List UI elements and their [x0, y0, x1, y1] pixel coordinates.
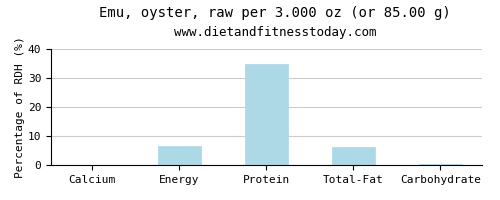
- Y-axis label: Percentage of RDH (%): Percentage of RDH (%): [15, 36, 25, 178]
- Bar: [244, 64, 288, 165]
- Text: www.dietandfitnesstoday.com: www.dietandfitnesstoday.com: [174, 26, 376, 39]
- Text: Emu, oyster, raw per 3.000 oz (or 85.00 g): Emu, oyster, raw per 3.000 oz (or 85.00 …: [99, 6, 451, 20]
- Bar: [158, 146, 201, 165]
- Bar: [418, 164, 462, 165]
- Bar: [332, 147, 375, 165]
